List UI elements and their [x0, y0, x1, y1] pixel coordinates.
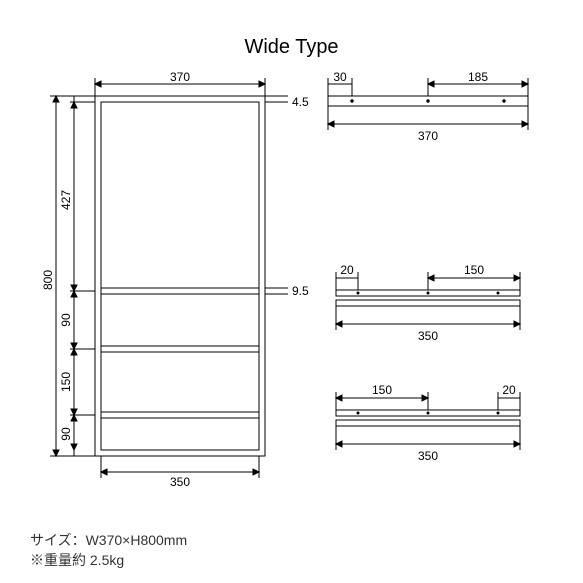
- mid-profile: 20 150 350: [318, 260, 558, 365]
- dim-4-5: 4.5: [292, 95, 309, 109]
- dim-185: 185: [468, 70, 488, 84]
- bottom-profile: 150 20 350: [318, 380, 558, 485]
- dim-20-mid: 20: [340, 263, 354, 277]
- diagram-title: Wide Type: [0, 36, 583, 59]
- footnote-weight: ※重量約 2.5kg: [30, 550, 124, 570]
- top-profile: 30 185 370: [318, 70, 558, 165]
- dim-427: 427: [59, 190, 73, 210]
- front-elevation: 370 800 427 90 150 90 350 4.5 9.5: [30, 70, 310, 495]
- dim-350-bottom: 350: [170, 475, 190, 489]
- dim-150-bot: 150: [372, 383, 392, 397]
- dim-90b: 90: [59, 427, 73, 441]
- dim-350-bot: 350: [418, 449, 438, 463]
- dim-370-top: 370: [170, 70, 190, 84]
- dim-150: 150: [59, 372, 73, 392]
- dim-90a: 90: [59, 313, 73, 327]
- dim-30: 30: [333, 70, 347, 84]
- footnote-size: サイズ：W370×H800mm: [30, 530, 187, 550]
- dim-800: 800: [41, 270, 55, 290]
- dim-9-5: 9.5: [292, 284, 309, 298]
- dim-20-bot: 20: [502, 383, 516, 397]
- dim-150-mid: 150: [464, 263, 484, 277]
- dim-350-mid: 350: [418, 329, 438, 343]
- dim-370-prof: 370: [418, 129, 438, 143]
